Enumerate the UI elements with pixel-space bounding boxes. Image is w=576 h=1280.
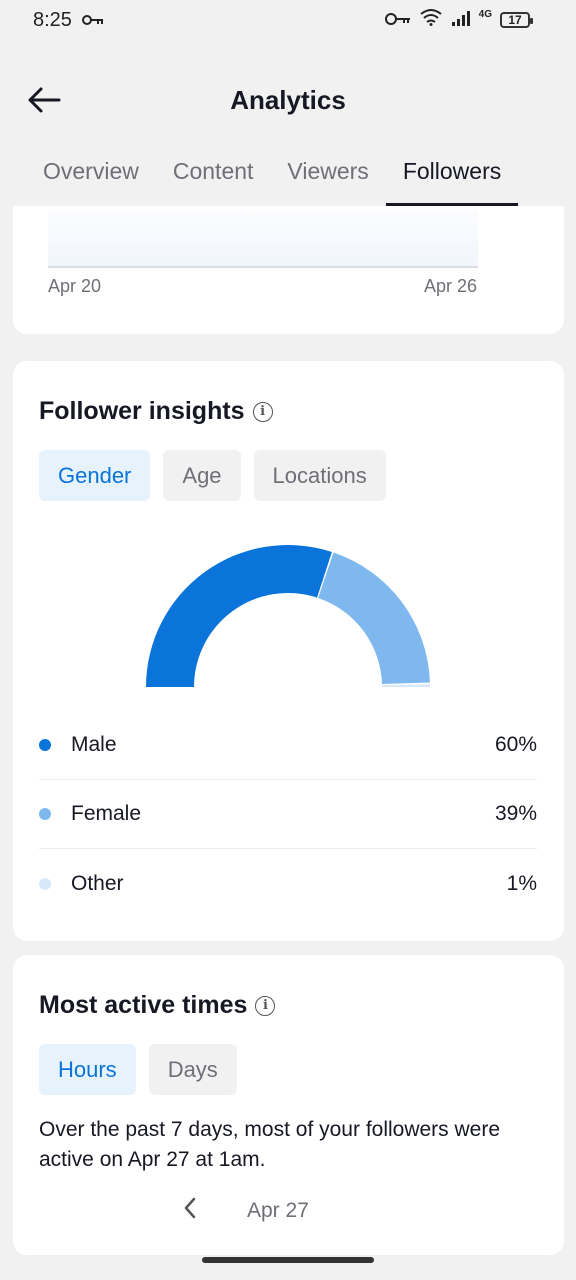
page-title: Analytics [230,84,346,115]
wifi-icon [419,8,443,32]
battery-level: 17 [508,13,522,27]
gender-legend: Male 60% Female 39% Other 1% [39,711,537,918]
legend-label: Female [71,802,142,825]
network-type: 4G [478,8,492,20]
legend-dot-other [39,877,51,890]
legend-value: 1% [506,871,537,895]
follower-insights-card: Follower insights i Gender Age Locations… [13,361,564,941]
home-indicator[interactable] [202,1257,374,1263]
tab-bar: Overview Content Viewers Followers [0,150,576,206]
legend-dot-female [39,808,51,820]
key-icon [384,9,411,32]
current-date: Apr 27 [247,1199,309,1222]
info-icon[interactable]: i [252,401,273,422]
donut-segment-male [146,545,332,687]
chip-age[interactable]: Age [163,450,241,501]
key-icon [81,9,104,32]
insights-title: Follower insights [39,397,245,425]
legend-row-male: Male 60% [39,711,537,780]
insights-filter-chips: Gender Age Locations [39,450,386,501]
signal-icon [451,9,471,32]
axis-end-label: Apr 26 [424,276,478,296]
legend-label: Male [71,733,117,756]
chevron-left-icon[interactable] [183,1197,197,1225]
status-time: 8:25 [33,8,72,31]
chart-x-axis [48,266,478,268]
back-button[interactable] [24,80,64,120]
chart-area [48,210,478,266]
legend-value: 60% [494,733,537,756]
donut-segment-other [381,684,430,687]
legend-label: Other [71,871,124,895]
tab-content[interactable]: Content [172,158,254,184]
status-bar: 8:25 4G 17 [0,0,576,40]
tab-viewers[interactable]: Viewers [287,158,369,184]
gender-half-donut-chart [146,545,430,687]
legend-row-other: Other 1% [39,849,537,918]
followers-chart-card: Apr 20 Apr 26 [13,206,564,334]
chip-days[interactable]: Days [148,1044,237,1095]
active-times-description: Over the past 7 days, most of your follo… [39,1118,501,1171]
legend-row-female: Female 39% [39,780,537,849]
arrow-left-icon [28,87,61,113]
most-active-times-card: Most active times i Hours Days Over the … [13,955,564,1255]
active-times-filter-chips: Hours Days [39,1044,237,1095]
tab-overview[interactable]: Overview [43,158,139,184]
chip-locations[interactable]: Locations [253,450,386,501]
info-icon[interactable]: i [255,995,276,1016]
legend-dot-male [39,739,51,751]
chip-gender[interactable]: Gender [39,450,151,501]
section-title: Most active times i [39,991,276,1020]
active-times-title: Most active times [39,991,248,1019]
battery-icon: 17 [500,12,533,28]
legend-value: 39% [494,802,537,825]
tab-followers[interactable]: Followers [385,150,519,206]
donut-segment-female [318,552,430,685]
page-header: Analytics [0,60,576,140]
axis-start-label: Apr 20 [48,276,102,296]
section-title: Follower insights i [39,397,273,426]
date-navigator: Apr 27 [183,1197,309,1225]
chip-hours[interactable]: Hours [39,1044,136,1095]
